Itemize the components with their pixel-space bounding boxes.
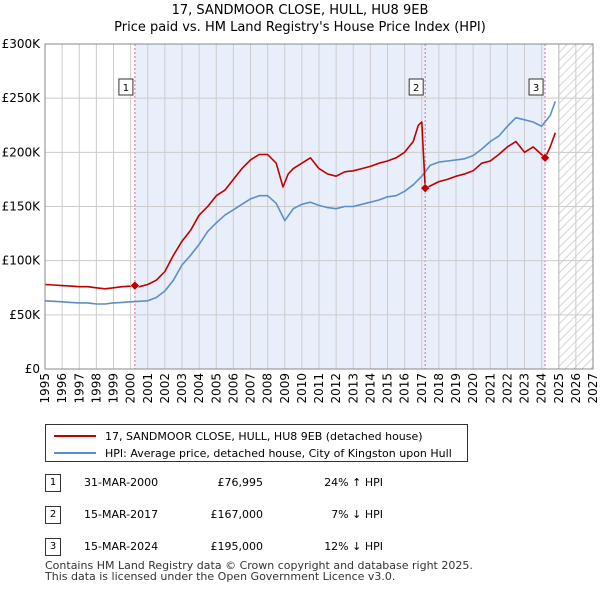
sale-number: 2: [45, 506, 61, 524]
sale-point: [130, 280, 140, 291]
x-tick-label: 2004: [192, 373, 206, 404]
y-tick-label: £150K: [2, 200, 42, 214]
x-tick-label: 1999: [107, 373, 121, 404]
x-tick-label: 2024: [535, 373, 549, 404]
x-tick-label: 2014: [363, 373, 377, 404]
x-tick-label: 1998: [89, 373, 103, 404]
footer-copyright: Contains HM Land Registry data © Crown c…: [45, 559, 473, 572]
x-tick-label: 2016: [398, 373, 412, 404]
x-tick-label: 2021: [483, 373, 497, 404]
sale-price: £167,000: [210, 508, 264, 521]
x-tick-label: 2008: [261, 373, 275, 404]
sale-date: 15-MAR-2017: [84, 508, 159, 521]
title-address: 17, SANDMOOR CLOSE, HULL, HU8 9EB: [171, 3, 429, 18]
y-tick-label: £50K: [9, 308, 41, 322]
sale-hpi-delta: 12% ↓ HPI: [324, 540, 383, 553]
footer: Contains HM Land Registry data © Crown c…: [45, 560, 473, 582]
legend-property-label: 17, SANDMOOR CLOSE, HULL, HU8 9EB (detac…: [105, 429, 423, 443]
sale-row: 2 15-MAR-2017 £167,000 7% ↓ HPI: [45, 506, 465, 524]
x-tick-label: 2027: [586, 373, 600, 404]
x-tick-label: 2006: [226, 373, 240, 404]
sale-label-number: 2: [413, 83, 419, 94]
x-tick-label: 2003: [175, 373, 189, 404]
y-tick-label: £0: [25, 362, 40, 376]
x-tick-label: 1995: [38, 373, 52, 404]
x-tick-label: 2017: [415, 373, 429, 404]
x-tick-label: 2011: [312, 373, 326, 404]
sale-label-box: [408, 78, 424, 96]
sale-price: £195,000: [210, 540, 264, 553]
sale-label-number: 1: [123, 83, 129, 94]
x-tick-label: 2012: [329, 373, 343, 404]
hpi-series-line: [45, 101, 557, 305]
legend: 17, SANDMOOR CLOSE, HULL, HU8 9EB (detac…: [45, 424, 468, 462]
sale-date: 15-MAR-2024: [84, 540, 159, 553]
sale-price: £76,995: [217, 476, 264, 489]
sale-date: 31-MAR-2000: [84, 476, 159, 489]
legend-item-hpi: HPI: Average price, detached house, City…: [54, 445, 452, 461]
y-tick-label: £100K: [2, 254, 42, 268]
y-tick-label: £250K: [2, 91, 42, 105]
sale-number: 1: [45, 474, 61, 492]
legend-hpi-label: HPI: Average price, detached house, City…: [105, 446, 452, 460]
x-tick-label: 2005: [209, 373, 223, 404]
legend-hpi-swatch: [54, 452, 96, 454]
sale-hpi-delta: 24% ↑ HPI: [324, 476, 383, 489]
plot-frame: [44, 43, 594, 370]
x-tick-label: 2023: [518, 373, 532, 404]
x-tick-label: 2009: [278, 373, 292, 404]
x-tick-label: 2000: [124, 373, 138, 404]
sale-number: 3: [45, 538, 61, 556]
legend-property-swatch: [54, 435, 96, 437]
x-tick-label: 2010: [295, 373, 309, 404]
legend-item-property: 17, SANDMOOR CLOSE, HULL, HU8 9EB (detac…: [54, 428, 423, 444]
x-tick-label: 2019: [449, 373, 463, 404]
sale-point: [540, 152, 550, 163]
x-tick-label: 2022: [500, 373, 514, 404]
sale-label-box: [528, 78, 544, 96]
y-tick-label: £300K: [2, 37, 42, 51]
y-tick-label: £200K: [2, 145, 42, 159]
x-tick-label: 2002: [158, 373, 172, 404]
sale-point: [420, 183, 431, 193]
title-subtitle: Price paid vs. HM Land Registry's House …: [114, 20, 486, 35]
x-tick-label: 2018: [432, 373, 446, 404]
sale-hpi-delta: 7% ↓ HPI: [331, 508, 383, 521]
sale-label-number: 3: [533, 83, 539, 94]
chart-title: 17, SANDMOOR CLOSE, HULL, HU8 9EB Price …: [0, 2, 600, 36]
sale-label-box: [118, 78, 134, 96]
sale-row: 3 15-MAR-2024 £195,000 12% ↓ HPI: [45, 538, 465, 556]
x-tick-label: 1997: [72, 373, 86, 404]
x-tick-label: 2007: [244, 373, 258, 404]
x-tick-label: 2001: [141, 373, 155, 404]
x-tick-label: 2020: [466, 373, 480, 404]
x-tick-label: 2013: [346, 373, 360, 404]
sale-row: 1 31-MAR-2000 £76,995 24% ↑ HPI: [45, 474, 465, 492]
x-tick-label: 2026: [569, 373, 583, 404]
x-tick-label: 2015: [381, 373, 395, 404]
footer-license: This data is licensed under the Open Gov…: [45, 570, 396, 583]
x-tick-label: 2025: [552, 373, 566, 404]
x-tick-label: 1996: [55, 373, 69, 404]
